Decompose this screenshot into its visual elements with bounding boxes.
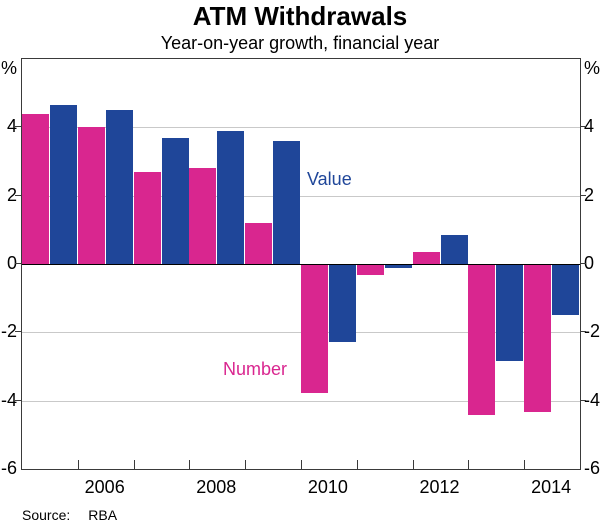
bar-value-2007 (161, 137, 189, 264)
bar-value-2005 (49, 105, 77, 264)
bar-value-2011 (384, 265, 412, 269)
series-label-number: Number (223, 359, 288, 379)
bar-number-2011 (356, 265, 384, 276)
bar-value-2010 (328, 265, 356, 342)
bar-number-2005 (22, 113, 50, 264)
bar-number-2014 (524, 265, 552, 412)
x-tick-label-2006: 2006 (84, 477, 125, 497)
gridline-2 (22, 195, 580, 197)
y-tick-label-left-4: 4 (6, 116, 17, 137)
x-axis-tick (189, 460, 191, 469)
bar-value-2013 (496, 265, 524, 361)
x-axis-tick (77, 460, 79, 469)
chart-subtitle: Year-on-year growth, financial year (160, 33, 440, 53)
y-tick-label-right-2: 2 (584, 184, 595, 205)
y-axis-unit-right: % (584, 58, 600, 78)
bar-value-2006 (105, 110, 133, 265)
bar-value-2008 (217, 130, 245, 265)
y-tick-label-right-4: 4 (584, 116, 595, 137)
bar-number-2012 (412, 252, 440, 264)
x-tick-label-2008: 2008 (196, 477, 237, 497)
bar-number-2007 (133, 171, 161, 264)
y-axis-tick-right (580, 126, 586, 128)
series-label-value: Value (307, 169, 352, 189)
bar-number-2008 (189, 168, 217, 264)
y-axis-tick-left (15, 194, 21, 196)
y-axis-tick-right (580, 263, 586, 264)
chart-title: ATM Withdrawals (192, 1, 408, 31)
source-value: RBA (88, 507, 118, 523)
x-axis-tick (412, 460, 414, 469)
plot-area: Value Number (21, 58, 581, 470)
y-axis-tick-left (15, 263, 21, 264)
y-axis-tick-left (15, 331, 21, 333)
y-axis-tick-left (15, 126, 21, 128)
y-tick-label-left--6: -6 (0, 458, 17, 478)
y-axis-unit-left: % (0, 58, 17, 78)
gridline-4 (22, 127, 580, 129)
y-tick-label-left-2: 2 (6, 184, 17, 205)
bar-number-2006 (77, 127, 105, 264)
source-note: Source: RBA (22, 507, 117, 523)
y-tick-label-right-0: 0 (584, 253, 595, 273)
y-tick-label-right--6: -6 (584, 458, 600, 478)
y-tick-label-left--4: -4 (0, 389, 17, 410)
x-tick-label-2010: 2010 (307, 477, 348, 497)
bar-value-2009 (273, 141, 301, 264)
bar-value-2014 (552, 265, 580, 315)
x-axis-tick (133, 460, 135, 469)
bar-number-2010 (301, 265, 329, 394)
gridline--4 (22, 400, 580, 402)
x-axis-tick (524, 460, 526, 469)
y-tick-label-left--2: -2 (0, 321, 17, 342)
x-axis-tick (356, 460, 358, 469)
x-axis-tick (468, 460, 470, 469)
zero-line (22, 264, 580, 265)
y-axis-tick-right (580, 194, 586, 196)
source-label: Source: (22, 507, 71, 523)
y-axis-tick-right (580, 399, 586, 401)
y-tick-label-left-0: 0 (6, 253, 17, 273)
y-tick-label-right--4: -4 (584, 389, 600, 410)
y-axis-tick-right (580, 331, 586, 333)
x-axis-tick (245, 460, 247, 469)
x-axis-tick (301, 460, 302, 469)
y-tick-label-right--2: -2 (584, 321, 600, 342)
bar-value-2012 (440, 235, 468, 264)
bar-number-2009 (245, 223, 273, 264)
y-axis-tick-left (15, 399, 21, 401)
x-tick-label-2014: 2014 (531, 477, 572, 497)
x-tick-label-2012: 2012 (419, 477, 460, 497)
bar-number-2013 (468, 265, 496, 416)
